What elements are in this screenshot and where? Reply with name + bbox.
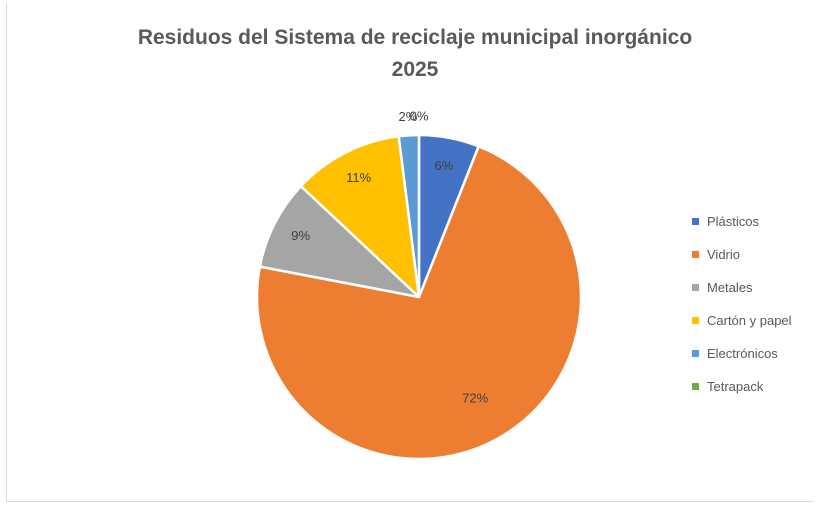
legend-label-electronicos: Electrónicos	[707, 346, 778, 361]
legend-item-plasticos: Plásticos	[692, 205, 792, 238]
legend-item-tetrapack: Tetrapack	[692, 370, 792, 403]
data-label-carton-y-papel: 11%	[346, 170, 371, 185]
legend-label-metales: Metales	[707, 280, 753, 295]
legend-item-metales: Metales	[692, 271, 792, 304]
pie-slice-electronicos	[397, 133, 421, 299]
pie-slice-carton-y-papel	[299, 135, 421, 299]
legend-swatch-plasticos	[692, 218, 699, 225]
legend-label-plasticos: Plásticos	[707, 214, 760, 229]
pie-slice-metales	[258, 184, 421, 299]
legend-swatch-vidrio	[692, 251, 699, 258]
chart-title-line1: Residuos del Sistema de reciclaje munici…	[137, 26, 693, 49]
chart-title-line2: 2025	[391, 58, 439, 81]
legend-item-electronicos: Electrónicos	[692, 337, 792, 370]
legend-label-tetrapack: Tetrapack	[707, 379, 764, 394]
pie-slice-vidrio	[255, 145, 583, 461]
legend-swatch-tetrapack	[692, 383, 699, 390]
data-label-vidrio: 72%	[462, 391, 488, 406]
chart-title: Residuos del Sistema de reciclaje munici…	[0, 22, 819, 86]
data-label-tetrapack: 0%	[410, 108, 429, 123]
chart-area	[6, 4, 813, 502]
legend-swatch-metales	[692, 284, 699, 291]
chart-legend: Plásticos Vidrio Metales Cartón y papel …	[692, 205, 792, 403]
data-label-plasticos: 6%	[434, 158, 453, 173]
legend-item-carton-y-papel: Cartón y papel	[692, 304, 792, 337]
data-label-electronicos: 2%	[399, 109, 418, 124]
legend-label-vidrio: Vidrio	[707, 247, 741, 262]
legend-label-carton-y-papel: Cartón y papel	[707, 313, 792, 328]
legend-swatch-carton-y-papel	[692, 317, 699, 324]
data-label-metales: 9%	[291, 228, 310, 243]
legend-item-vidrio: Vidrio	[692, 238, 792, 271]
legend-swatch-electronicos	[692, 350, 699, 357]
